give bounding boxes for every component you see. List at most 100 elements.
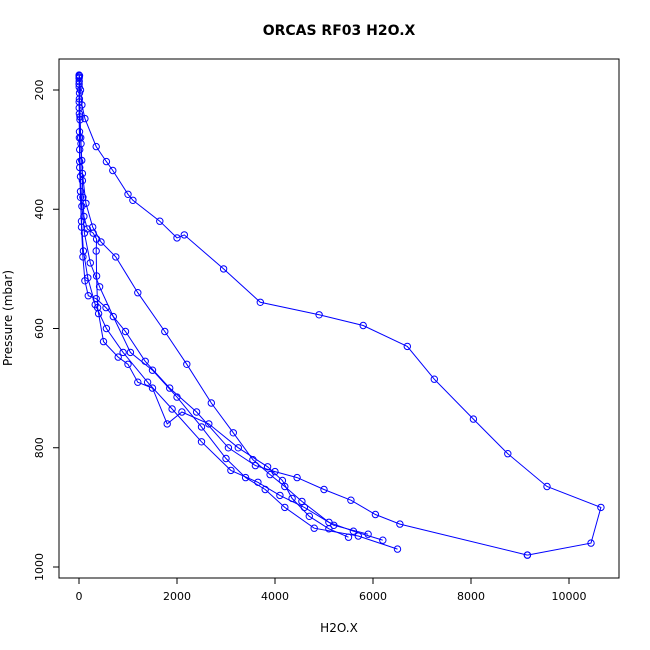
data-point	[76, 193, 85, 202]
data-point	[76, 113, 84, 121]
data-point	[124, 190, 132, 199]
data-point	[222, 454, 230, 463]
data-point	[430, 375, 438, 383]
data-point	[102, 324, 111, 333]
data-point	[75, 104, 83, 112]
data-point	[261, 485, 269, 494]
data-point	[84, 292, 93, 300]
data-point	[77, 134, 85, 142]
data-point	[251, 461, 260, 470]
data-point	[523, 551, 532, 559]
data-point	[469, 415, 478, 423]
data-point	[224, 444, 233, 452]
data-point	[256, 298, 264, 306]
data-point	[330, 521, 338, 529]
data-point	[207, 399, 216, 407]
data-point	[278, 476, 287, 485]
data-point	[276, 491, 284, 500]
x-axis-label: H2O.X	[320, 621, 358, 635]
data-point	[156, 217, 164, 225]
x-tick-label: 0	[76, 590, 83, 603]
x-tick-label: 8000	[457, 590, 485, 603]
data-point	[92, 295, 100, 303]
x-tick-label: 10000	[552, 590, 587, 603]
data-point	[78, 202, 86, 211]
data-point	[78, 176, 87, 185]
data-point	[234, 444, 243, 452]
data-point	[134, 378, 142, 386]
data-point	[148, 366, 157, 374]
data-point	[102, 157, 111, 166]
series-line	[78, 76, 349, 538]
data-point	[192, 408, 201, 416]
data-point	[75, 73, 83, 81]
data-point	[83, 225, 92, 233]
data-point	[288, 494, 296, 503]
data-point	[241, 473, 250, 482]
series-3	[75, 83, 402, 553]
series-line	[78, 83, 528, 556]
series-1	[75, 71, 387, 544]
data-point	[92, 272, 101, 280]
data-point	[148, 384, 157, 392]
data-point	[93, 303, 102, 312]
y-tick-label: 200	[33, 80, 46, 101]
y-tick-label: 1000	[33, 553, 46, 581]
data-point	[102, 303, 110, 312]
data-point	[403, 342, 411, 351]
x-axis: 0 2000 4000 6000 8000 10000	[76, 577, 587, 603]
data-point	[310, 524, 318, 532]
data-point	[143, 378, 152, 386]
data-point	[271, 467, 279, 476]
data-point	[109, 312, 118, 321]
data-point	[109, 166, 117, 175]
data-point	[298, 497, 306, 506]
data-point	[587, 539, 595, 547]
plot-frame	[58, 58, 620, 579]
data-point	[197, 438, 206, 446]
data-point	[89, 229, 97, 237]
data-point	[396, 520, 404, 528]
data-point	[121, 327, 130, 336]
chart-title: ORCAS RF03 H2O.X	[263, 23, 416, 39]
data-point	[371, 510, 380, 519]
data-point	[325, 525, 333, 533]
data-point	[112, 253, 120, 261]
data-point	[114, 353, 122, 361]
data-point	[263, 463, 272, 471]
data-point	[315, 311, 323, 319]
data-point	[119, 348, 127, 357]
data-point	[81, 277, 89, 285]
data-point	[168, 405, 176, 413]
data-point	[379, 536, 387, 544]
data-point	[178, 408, 186, 416]
x-tick-label: 6000	[359, 590, 387, 603]
series-line	[79, 75, 602, 556]
data-point	[161, 327, 169, 336]
data-point	[86, 259, 95, 267]
data-point	[79, 193, 87, 202]
y-tick-label: 400	[33, 199, 46, 220]
data-point	[92, 142, 100, 151]
data-point	[344, 533, 353, 541]
data-point	[347, 496, 355, 504]
data-point	[393, 545, 402, 553]
series-6	[75, 73, 353, 541]
data-point	[354, 532, 362, 540]
data-point	[281, 503, 289, 512]
data-point	[92, 235, 101, 243]
data-point	[364, 530, 372, 538]
data-point	[81, 114, 89, 123]
data-point	[359, 321, 367, 330]
data-point	[229, 429, 238, 437]
data-point	[183, 360, 191, 368]
data-point	[163, 420, 171, 428]
series-line	[78, 78, 369, 535]
data-point	[227, 466, 235, 475]
data-point	[124, 360, 132, 368]
data-layer	[75, 71, 605, 559]
series-5	[75, 80, 532, 559]
data-point	[219, 265, 228, 273]
series-line	[78, 86, 398, 550]
y-tick-label: 600	[33, 318, 46, 339]
